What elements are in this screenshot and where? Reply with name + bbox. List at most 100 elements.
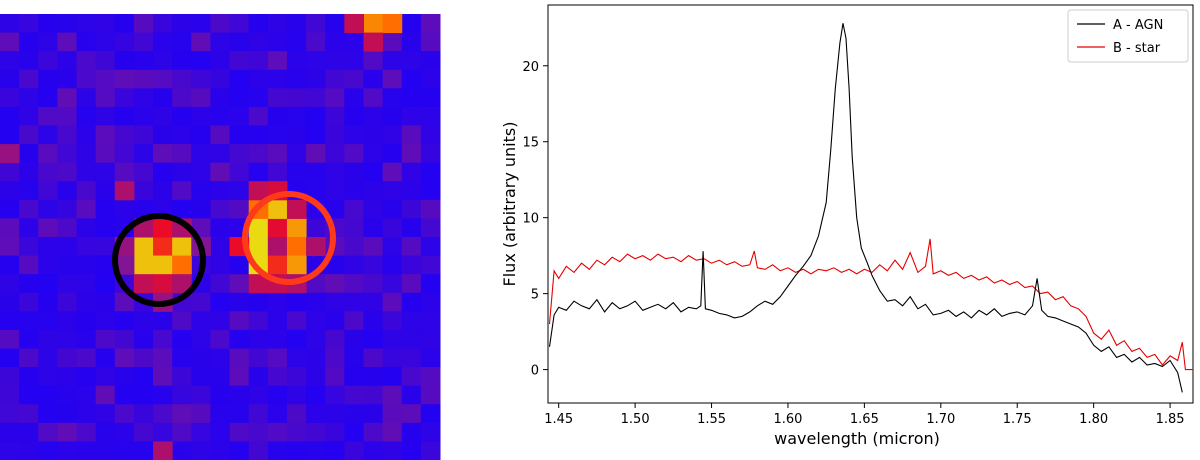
- pixel: [191, 51, 211, 71]
- pixel: [19, 441, 39, 460]
- pixel: [248, 144, 269, 164]
- pixel: [306, 311, 326, 331]
- pixel: [0, 311, 20, 331]
- pixel: [267, 404, 288, 424]
- pixel: [363, 329, 384, 349]
- pixel: [420, 422, 441, 442]
- pixel: [38, 144, 58, 164]
- bright-pixel: [114, 181, 135, 201]
- pixel: [133, 311, 154, 331]
- pixel: [401, 348, 422, 368]
- pixel: [57, 199, 78, 219]
- pixel: [153, 125, 173, 145]
- pixel: [210, 367, 231, 387]
- pixel: [19, 274, 39, 294]
- pixel: [0, 292, 20, 312]
- pixel: [19, 106, 39, 126]
- pixel: [0, 367, 20, 387]
- bright-pixel: [172, 237, 192, 257]
- pixel: [267, 14, 288, 34]
- pixel: [153, 51, 173, 71]
- pixel: [172, 199, 192, 219]
- pixel: [267, 385, 288, 405]
- pixel: [363, 218, 384, 238]
- pixel: [133, 88, 154, 108]
- pixel: [401, 274, 422, 294]
- pixel: [210, 125, 231, 145]
- pixel: [76, 14, 97, 34]
- pixel: [76, 162, 97, 182]
- pixel: [76, 329, 97, 349]
- pixel: [420, 14, 441, 34]
- pixel: [172, 32, 192, 52]
- pixel: [401, 144, 422, 164]
- pixel: [95, 162, 116, 182]
- pixel: [95, 106, 116, 126]
- pixel: [172, 329, 192, 349]
- pixel: [57, 329, 78, 349]
- pixel: [286, 422, 307, 442]
- pixel: [306, 32, 326, 52]
- pixel: [57, 348, 78, 368]
- pixel: [248, 51, 269, 71]
- pixel: [229, 88, 250, 108]
- pixel: [229, 32, 250, 52]
- pixel: [95, 292, 116, 312]
- pixel: [306, 144, 326, 164]
- pixel: [267, 348, 288, 368]
- pixel: [382, 255, 403, 275]
- pixel: [210, 106, 231, 126]
- x-tick-label: 1.65: [850, 412, 879, 427]
- pixel: [38, 292, 58, 312]
- pixel: [420, 292, 441, 312]
- bright-pixel: [267, 255, 288, 275]
- pixel: [344, 162, 364, 182]
- pixel: [382, 404, 403, 424]
- pixel: [19, 385, 39, 405]
- pixel: [248, 14, 269, 34]
- pixel: [76, 32, 97, 52]
- pixel: [363, 292, 384, 312]
- pixel: [210, 51, 231, 71]
- pixel: [191, 32, 211, 52]
- pixel-grid: [0, 14, 441, 460]
- pixel: [363, 181, 384, 201]
- pixel: [401, 69, 422, 89]
- pixel: [325, 106, 345, 126]
- pixel: [267, 88, 288, 108]
- pixel: [420, 51, 441, 71]
- pixel: [38, 237, 58, 257]
- pixel: [19, 329, 39, 349]
- pixel: [0, 274, 20, 294]
- x-tick-label: 1.55: [697, 412, 726, 427]
- pixel: [344, 88, 364, 108]
- pixel: [76, 274, 97, 294]
- pixel: [401, 162, 422, 182]
- pixel: [420, 274, 441, 294]
- pixel: [95, 367, 116, 387]
- pixel: [172, 404, 192, 424]
- pixel: [286, 106, 307, 126]
- pixel: [191, 292, 211, 312]
- pixel: [420, 348, 441, 368]
- pixel: [114, 292, 135, 312]
- pixel: [0, 106, 20, 126]
- pixel: [38, 106, 58, 126]
- pixel: [95, 274, 116, 294]
- pixel: [401, 367, 422, 387]
- pixel: [382, 237, 403, 257]
- pixel: [95, 181, 116, 201]
- y-tick-label: 10: [522, 212, 539, 227]
- pixel: [95, 51, 116, 71]
- pixel: [114, 329, 135, 349]
- pixel: [363, 125, 384, 145]
- pixel: [306, 422, 326, 442]
- pixel: [133, 162, 154, 182]
- pixel: [57, 367, 78, 387]
- pixel: [267, 51, 288, 71]
- bright-pixel: [248, 274, 269, 294]
- pixel: [76, 367, 97, 387]
- pixel: [153, 88, 173, 108]
- pixel: [133, 441, 154, 460]
- pixel: [95, 348, 116, 368]
